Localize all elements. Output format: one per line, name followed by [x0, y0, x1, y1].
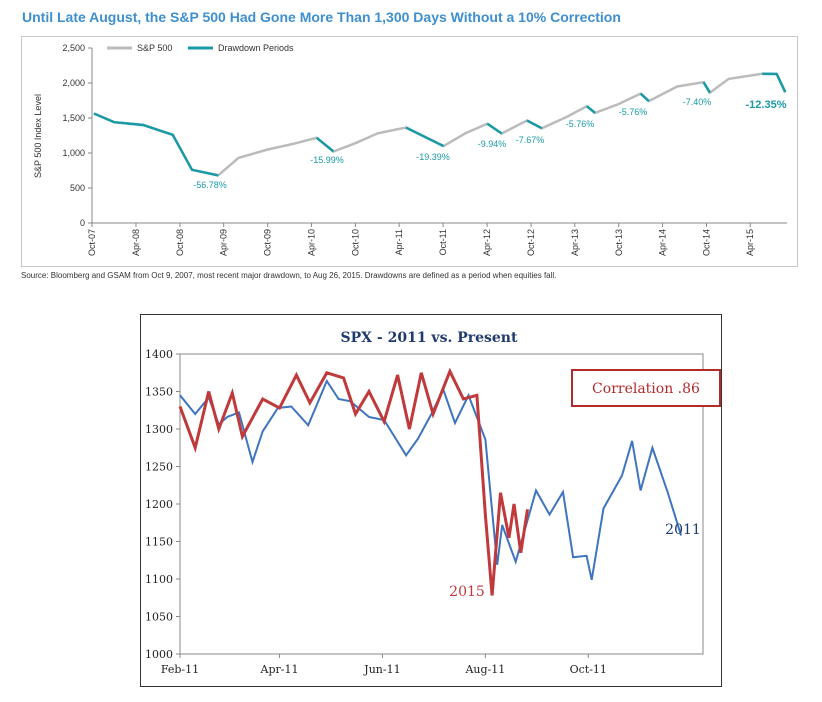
y-tick-label: 1350: [145, 386, 173, 399]
drawdown-segment: [93, 112, 219, 177]
correlation-label: Correlation .86: [592, 381, 700, 397]
x-tick-label: Oct-13: [614, 229, 624, 256]
drawdown-label: -7.67%: [516, 135, 545, 145]
x-tick-label: Apr-12: [482, 229, 492, 256]
drawdown-label: -5.76%: [566, 119, 595, 129]
drawdown-segment: [762, 72, 787, 93]
y-tick-label: 1400: [145, 348, 173, 361]
series-2015-line: [178, 367, 529, 596]
x-tick-label: Apr-10: [306, 229, 316, 256]
y-tick-label: 500: [70, 183, 85, 193]
legend-label-sp500: S&P 500: [137, 43, 172, 53]
x-tick-label: Apr-09: [219, 229, 229, 256]
x-tick-label: Oct-07: [87, 229, 97, 256]
legend-label-drawdown: Drawdown Periods: [218, 43, 294, 53]
correlation-box: [571, 369, 721, 407]
drawdown-segment: [315, 136, 335, 153]
drawdown-segment: [586, 105, 596, 114]
drawdown-label: -19.39%: [416, 152, 450, 162]
drawdown-segment: [405, 126, 445, 148]
drawdown-label: -9.94%: [478, 139, 507, 149]
x-tick-label: Oct-09: [263, 229, 273, 256]
x-tick-label: Apr-13: [570, 229, 580, 256]
top-chart-svg: 0 500 1,000 1,500 2,000 2,500 Oct-07 Apr-08 Oct-…: [33, 43, 787, 256]
top-chart-frame: [21, 36, 798, 267]
top-chart-title: Until Late August, the S&P 500 Had Gone …: [22, 9, 621, 25]
y-tick-label: 1100: [145, 573, 173, 586]
x-tick-label: Aug-11: [464, 663, 505, 676]
y-axis-title: S&P 500 Index Level: [33, 94, 43, 178]
x-tick-label: Apr-11: [260, 663, 299, 676]
series-2011-label: 2011: [665, 522, 701, 538]
y-tick-label: 1000: [145, 648, 173, 661]
x-tick-label: Apr-15: [745, 229, 755, 256]
y-tick-label: 2,500: [62, 43, 85, 53]
drawdown-label: -56.78%: [193, 180, 227, 190]
y-tick-label: 2,000: [62, 78, 85, 88]
y-tick-label: 1300: [145, 423, 173, 436]
x-tick-label: Feb-11: [161, 663, 199, 676]
x-tick-label: Oct-08: [175, 229, 185, 256]
top-chart-source: Source: Bloomberg and GSAM from Oct 9, 2…: [21, 271, 557, 280]
x-tick-label: Apr-11: [394, 229, 404, 255]
x-tick-label: Apr-08: [131, 229, 141, 256]
drawdown-segment: [639, 92, 650, 103]
x-tick-label: Jun-11: [363, 663, 400, 676]
y-tick-label: 0: [80, 218, 85, 228]
x-tick-label: Oct-11: [570, 663, 607, 676]
y-tick-label: 1,500: [62, 113, 85, 123]
drawdown-label: -15.99%: [310, 155, 344, 165]
bottom-chart-frame: [140, 314, 722, 687]
y-tick-label: 1050: [145, 611, 173, 624]
drawdown-label: -5.76%: [619, 107, 648, 117]
drawdown-segment: [486, 122, 503, 135]
x-tick-label: Oct-10: [350, 229, 360, 256]
series-2015-label: 2015: [449, 584, 485, 600]
x-tick-label: Oct-11: [438, 229, 448, 255]
drawdown-segment: [702, 81, 711, 94]
bottom-chart-title: SPX - 2011 vs. Present: [341, 330, 518, 346]
x-tick-label: Oct-12: [526, 229, 536, 256]
drawdown-label: -7.40%: [683, 97, 712, 107]
x-tick-label: Apr-14: [658, 229, 668, 256]
y-tick-label: 1150: [145, 536, 173, 549]
y-tick-label: 1,000: [62, 148, 85, 158]
y-tick-label: 1200: [145, 498, 173, 511]
drawdown-segment: [526, 119, 543, 130]
x-tick-label: Oct-14: [701, 229, 711, 256]
y-tick-label: 1250: [145, 461, 173, 474]
drawdown-label: -12.35%: [746, 99, 787, 111]
